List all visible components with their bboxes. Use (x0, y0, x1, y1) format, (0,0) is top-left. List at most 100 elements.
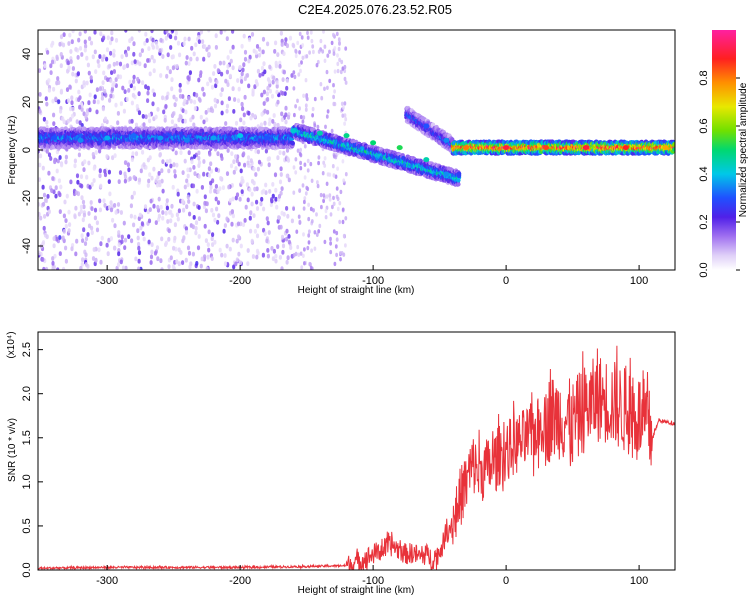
heatmap-noise-cell (69, 59, 73, 64)
heatmap-noise-cell (165, 30, 169, 34)
heatmap-noise-cell (109, 236, 113, 241)
heatmap-noise-cell (207, 30, 211, 33)
heatmap-noise-cell (281, 91, 285, 96)
heatmap-noise-cell (41, 257, 45, 262)
heatmap-noise-cell (167, 168, 171, 174)
heatmap-noise-cell (69, 106, 73, 112)
heatmap-noise-cell (95, 87, 99, 92)
heatmap-noise-cell (41, 184, 45, 190)
heatmap-noise-cell (321, 49, 325, 54)
heatmap-noise-cell (230, 221, 234, 227)
heatmap-noise-cell (149, 198, 153, 204)
heatmap-noise-cell (117, 179, 121, 185)
heatmap-noise-cell (240, 43, 244, 49)
heatmap-noise-cell (340, 101, 344, 107)
heatmap-noise-cell (58, 192, 62, 198)
heatmap-noise-cell (230, 209, 234, 215)
heatmap-noise-cell (297, 62, 301, 68)
heatmap-noise-cell (343, 64, 347, 70)
heatmap-noise-cell (108, 40, 113, 46)
heatmap-noise-cell (259, 201, 263, 207)
heatmap-noise-cell (313, 96, 317, 102)
heatmap-noise-cell (243, 162, 247, 168)
heatmap-noise-cell (285, 148, 290, 153)
heatmap-noise-cell (275, 83, 279, 89)
heatmap-noise-cell (225, 108, 229, 114)
heatmap-noise-cell (70, 113, 74, 119)
heatmap-noise-cell (42, 201, 46, 207)
heatmap-noise-cell (335, 31, 339, 37)
heatmap-noise-cell (176, 40, 181, 46)
heatmap-noise-cell (267, 121, 271, 127)
heatmap-noise-cell (313, 246, 317, 251)
heatmap-noise-cell (165, 73, 169, 79)
heatmap-noise-cell (80, 262, 84, 267)
heatmap-noise-cell (239, 168, 243, 174)
heatmap-noise-cell (241, 222, 246, 228)
heatmap-noise-cell (251, 254, 255, 259)
heatmap-noise-cell (116, 262, 121, 268)
heatmap-noise-cell (296, 40, 300, 46)
heatmap-noise-cell (300, 265, 304, 270)
heatmap-noise-cell (80, 52, 84, 57)
heatmap-noise-cell (339, 189, 343, 195)
heatmap-noise-cell (296, 98, 299, 104)
heatmap-noise-cell (285, 43, 289, 49)
heatmap-noise-cell (111, 82, 115, 88)
heatmap-noise-cell (97, 247, 101, 253)
heatmap-noise-cell (339, 250, 342, 256)
heatmap-noise-cell (66, 60, 71, 66)
heatmap-noise-cell (206, 81, 210, 87)
heatmap-noise-cell (181, 260, 185, 265)
heatmap-noise-cell (247, 83, 251, 89)
heatmap-noise-cell (192, 154, 196, 160)
heatmap-noise-cell (255, 248, 260, 254)
heatmap-noise-cell (331, 204, 334, 210)
heatmap-noise-cell (232, 169, 236, 175)
heatmap-noise-cell (254, 50, 258, 55)
heatmap-noise-cell (193, 171, 197, 177)
heatmap-noise-cell (315, 232, 319, 237)
heatmap-noise-cell (76, 71, 80, 77)
heatmap-noise-cell (77, 152, 81, 158)
heatmap-noise-cell (323, 86, 326, 92)
heatmap-noise-cell (197, 77, 201, 83)
heatmap-noise-cell (61, 42, 66, 48)
heatmap-noise-cell (67, 209, 71, 215)
heatmap-noise-cell (225, 216, 229, 222)
heatmap-noise-cell (271, 193, 275, 199)
heatmap-noise-cell (281, 249, 285, 255)
heatmap-noise-cell (336, 166, 339, 171)
heatmap-noise-cell (300, 35, 304, 40)
heatmap-noise-cell (165, 205, 169, 211)
heatmap-noise-cell (325, 114, 329, 119)
heatmap-noise-cell (103, 88, 107, 94)
heatmap-noise-cell (78, 120, 82, 126)
heatmap-noise-cell (154, 114, 158, 120)
heatmap-noise-cell (266, 156, 270, 162)
heatmap-noise-cell (310, 178, 314, 183)
heatmap-noise-cell (161, 54, 165, 59)
heatmap-noise-cell (213, 188, 217, 194)
heatmap-noise-cell (38, 68, 42, 73)
heatmap-noise-cell (44, 266, 49, 270)
heatmap-noise-cell (62, 213, 66, 219)
heatmap-noise-cell (109, 200, 113, 206)
heatmap-noise-cell (173, 102, 177, 108)
heatmap-noise-cell (224, 78, 228, 84)
heatmap-noise-cell (236, 98, 241, 103)
heatmap-noise-cell (252, 166, 256, 172)
heatmap-noise-cell (250, 201, 254, 207)
heatmap-noise-cell (159, 37, 163, 43)
heatmap-noise-cell (167, 228, 171, 234)
heatmap-noise-cell (194, 220, 199, 226)
heatmap-noise-cell (226, 82, 230, 87)
heatmap-noise-cell (70, 39, 74, 45)
heatmap-noise-cell (188, 167, 192, 173)
heatmap-noise-cell (143, 63, 147, 69)
heatmap-noise-cell (171, 184, 175, 190)
heatmap-noise-cell (325, 181, 329, 186)
heatmap-noise-cell (58, 155, 62, 160)
heatmap-noise-cell (247, 110, 251, 116)
heatmap-noise-cell (184, 60, 188, 66)
